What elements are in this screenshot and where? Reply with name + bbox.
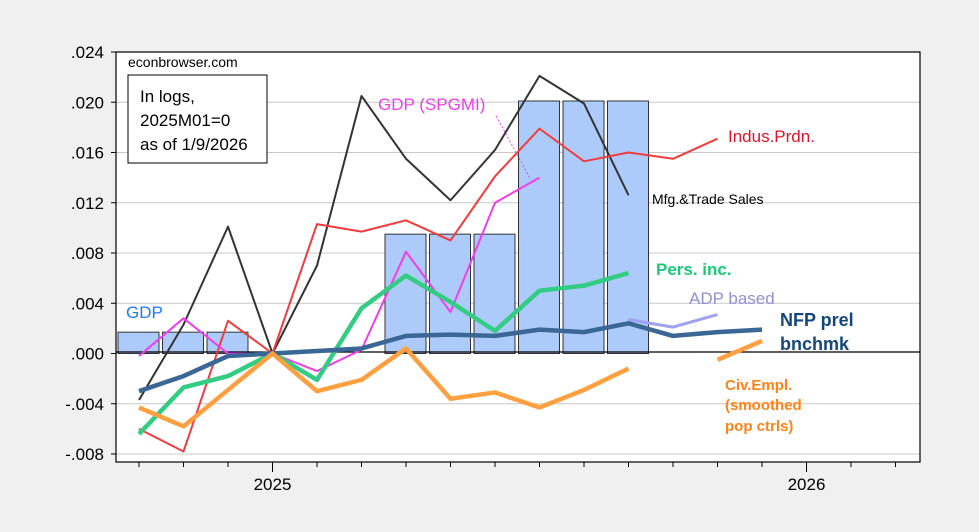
label-pers-inc: Pers. inc.	[656, 260, 732, 279]
label-gdp: GDP	[126, 303, 163, 322]
y-tick-label: .004	[71, 294, 104, 313]
gdp-bar	[562, 100, 605, 355]
series-civ-empl-smoothed-pop-ctrls-line	[716, 338, 763, 362]
note-line-2: 2025M01=0	[140, 111, 230, 130]
gdp-bar	[117, 331, 160, 354]
site-label: econbrowser.com	[128, 54, 238, 70]
series-mfg-trade-sales-line	[138, 74, 630, 401]
x-tick-label: 2026	[788, 475, 826, 494]
series-gdp-spgmi-line	[138, 176, 540, 373]
gdp-bar	[162, 331, 204, 354]
label-civ-3: pop ctrls)	[725, 418, 793, 435]
label-indus-prdn: Indus.Prdn.	[728, 127, 815, 146]
series-civ-empl-smoothed-pop-ctrls-line	[138, 346, 630, 429]
plot-border	[115, 51, 921, 463]
label-adp: ADP based	[689, 289, 775, 308]
series-indus-prdn-line	[138, 127, 718, 453]
note-line-3: as of 1/9/2026	[140, 135, 248, 154]
label-gdp-spgmi: GDP (SPGMI)	[378, 95, 485, 114]
note-box	[127, 74, 268, 164]
series-adp-based-line	[628, 313, 718, 329]
label-civ-1: Civ.Empl.	[725, 377, 792, 394]
x-tick-label: 2025	[254, 475, 292, 494]
y-tick-label: .024	[71, 43, 104, 62]
gdp-bar	[607, 100, 649, 355]
x-axis: 2025 2026	[138, 462, 896, 494]
label-nfp-2: bnchmk	[780, 334, 850, 354]
y-tick-label: .016	[71, 144, 104, 163]
series-nfp-prel-bnchmk-line	[138, 321, 763, 394]
y-tick-label: .000	[71, 345, 104, 364]
y-axis: -.008 -.004 .000 .004 .008 .012 .016 .020 .024	[65, 43, 116, 464]
series-pers-inc-line	[137, 270, 630, 436]
label-civ-2: (smoothed	[725, 397, 802, 414]
y-tick-label: -.004	[65, 395, 104, 414]
y-tick-label: .020	[71, 93, 104, 112]
label-mfg-trade-sales: Mfg.&Trade Sales	[652, 191, 764, 207]
series-lines	[137, 74, 763, 453]
note-line-1: In logs,	[140, 87, 195, 106]
y-tick-label: .008	[71, 244, 104, 263]
y-tick-label: -.008	[65, 445, 104, 464]
y-tick-label: .012	[71, 194, 104, 213]
label-nfp-1: NFP prel	[780, 310, 854, 330]
